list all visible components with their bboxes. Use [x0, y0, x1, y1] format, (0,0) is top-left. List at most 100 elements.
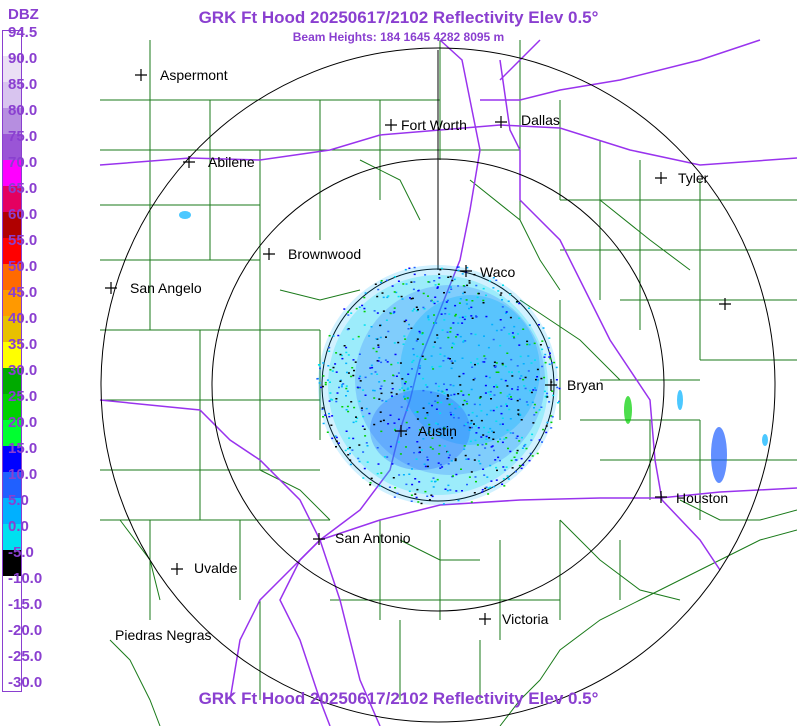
echo-speck [331, 437, 334, 440]
echo-speck [431, 404, 433, 407]
echo-speck [487, 493, 490, 495]
echo-speck [502, 466, 505, 468]
echo-speck [435, 322, 438, 324]
echo-speck [467, 458, 470, 460]
echo-speck [508, 333, 511, 335]
echo-speck [539, 344, 542, 346]
echo-speck [518, 464, 521, 467]
echo-speck [485, 315, 488, 318]
echo-speck [411, 310, 414, 312]
echo-speck [322, 362, 325, 364]
echo-speck [501, 483, 504, 485]
echo-speck [324, 383, 327, 386]
echo-speck [352, 437, 355, 440]
echo-speck [434, 284, 437, 286]
echo-speck [462, 403, 465, 406]
echo-speck [481, 443, 484, 446]
echo-speck [397, 372, 400, 374]
echo-speck [365, 442, 368, 444]
echo-speck [328, 400, 331, 402]
echo-speck [363, 467, 366, 470]
echo-speck [510, 398, 513, 400]
city-label-brownwood: Brownwood [288, 246, 361, 262]
echo-speck [403, 395, 406, 398]
echo-speck [530, 362, 533, 364]
echo-speck [487, 487, 490, 489]
echo-speck [347, 311, 349, 313]
echo-speck [458, 302, 461, 304]
echo-speck [393, 311, 396, 313]
echo-speck [502, 284, 504, 286]
echo-speck [451, 346, 453, 349]
legend-label: 65.0 [8, 180, 38, 197]
echo-speck [440, 313, 443, 315]
echo-speck [422, 306, 425, 309]
echo-speck [395, 393, 398, 395]
echo-speck [419, 332, 421, 334]
echo-speck [470, 388, 473, 391]
legend-swatch [2, 316, 22, 342]
echo-speck [440, 267, 443, 270]
legend-label: 25.0 [8, 388, 38, 405]
echo-speck [558, 400, 561, 403]
echo-speck [526, 343, 529, 346]
echo-speck [476, 444, 479, 446]
echo-speck [500, 412, 503, 415]
echo-speck [405, 433, 407, 436]
echo-speck [454, 459, 457, 462]
legend-label: 85.0 [8, 76, 38, 93]
echo-speck [358, 353, 361, 355]
echo-speck [462, 339, 465, 342]
echo-speck [352, 338, 355, 340]
echo-speck [477, 344, 480, 347]
echo-speck [368, 412, 371, 415]
echo-speck [470, 426, 473, 429]
echo-speck [388, 486, 391, 488]
echo-speck [497, 456, 500, 459]
echo-speck [540, 377, 543, 380]
echo-speck [468, 476, 471, 478]
echo-speck [408, 490, 411, 492]
echo-speck [510, 396, 512, 398]
echo-speck [489, 394, 492, 396]
echo-speck [460, 468, 462, 470]
echo-speck [449, 411, 452, 414]
echo-speck [418, 481, 421, 483]
echo-speck [482, 302, 485, 304]
echo-speck [463, 318, 466, 321]
echo-speck [406, 409, 409, 412]
echo-speck [358, 460, 361, 463]
echo-speck [452, 416, 455, 419]
legend-unit: DBZ [8, 6, 39, 23]
echo-speck [551, 362, 553, 364]
echo-speck [438, 432, 441, 434]
echo-speck [447, 395, 450, 397]
echo-speck [536, 368, 539, 371]
echo-speck [405, 283, 408, 285]
echo-speck [480, 410, 483, 412]
echo-speck [545, 425, 548, 427]
echo-speck [364, 376, 367, 379]
echo-speck [493, 394, 496, 396]
map-title: GRK Ft Hood 20250617/2102 Reflectivity E… [198, 8, 599, 27]
echo-speck [345, 346, 348, 349]
city-label-bryan: Bryan [567, 377, 604, 393]
echo-speck [515, 437, 518, 439]
echo-speck [382, 310, 385, 312]
echo-speck [421, 343, 424, 345]
legend-swatch [2, 654, 22, 680]
echo-speck [403, 382, 406, 385]
echo-speck [480, 419, 483, 422]
legend-label: 90.0 [8, 50, 38, 67]
echo-speck [424, 274, 427, 276]
echo-speck [499, 294, 502, 296]
echo-speck [440, 401, 443, 404]
echo-speck [376, 312, 379, 314]
echo-speck [482, 434, 485, 436]
echo-speck [543, 356, 546, 358]
echo-speck [415, 458, 418, 460]
legend-label: 0.0 [8, 518, 29, 535]
echo-speck [410, 298, 413, 300]
echo-speck [493, 449, 495, 452]
echo-speck [352, 374, 355, 377]
